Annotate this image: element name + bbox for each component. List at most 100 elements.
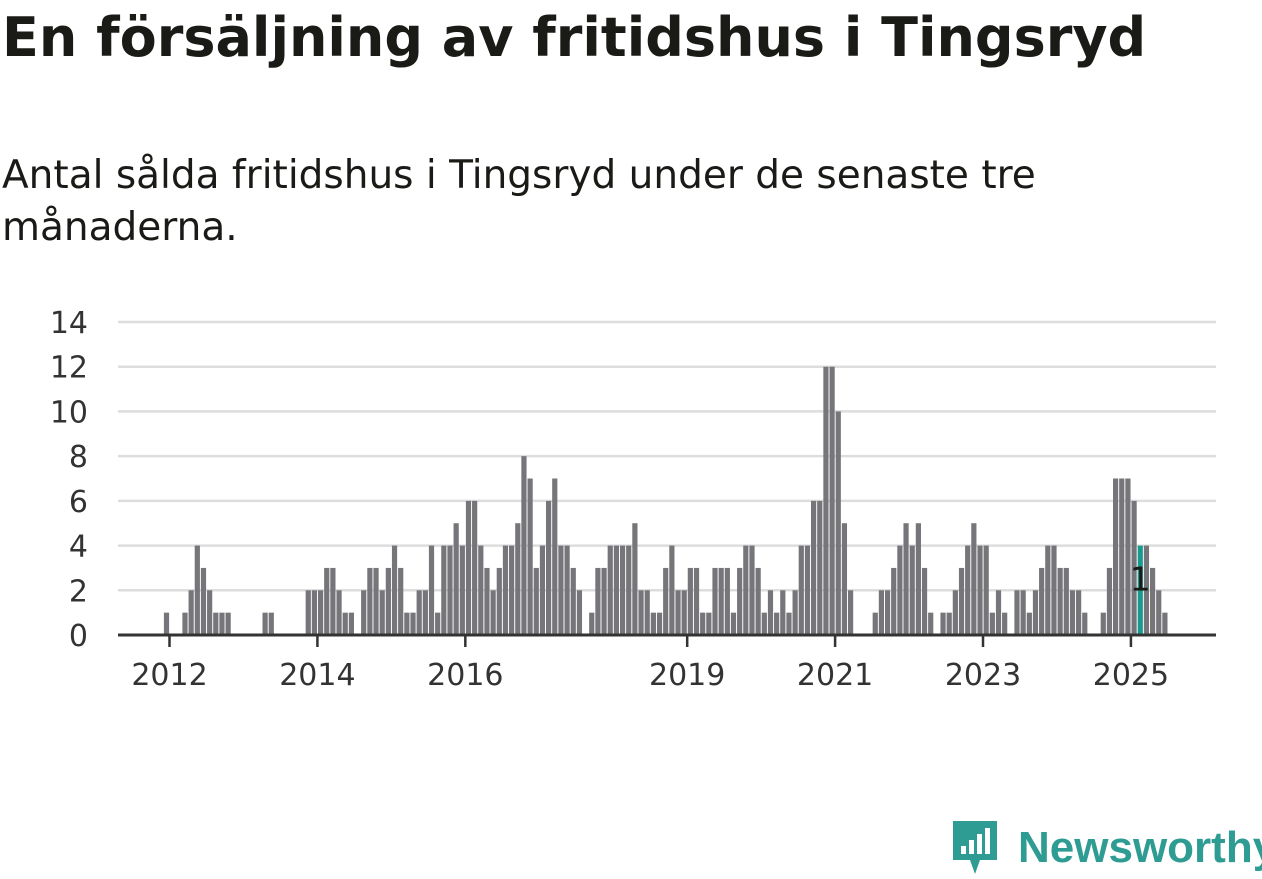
bar [817, 500, 823, 635]
bar [268, 612, 274, 635]
bar [619, 545, 626, 635]
bar [681, 590, 687, 635]
bar [373, 567, 379, 635]
bar [909, 545, 915, 635]
newsworthy-logo-icon [953, 821, 997, 874]
bar [1143, 545, 1150, 635]
bar [921, 567, 928, 635]
bar [509, 545, 515, 635]
bar [527, 478, 533, 635]
highlight-value-label: 1 [1130, 560, 1151, 599]
bar [262, 612, 268, 635]
bar [502, 545, 509, 635]
bar [595, 567, 601, 635]
bar [305, 590, 311, 635]
bar [213, 612, 219, 635]
bar [884, 590, 891, 635]
y-tick-label: 12 [50, 351, 88, 386]
bar [330, 567, 336, 635]
bar [447, 545, 453, 635]
labels: 0 2 4 6 8 10 12 14 2012 2014 2016 2019 2021 2023 2025 1 [50, 306, 1169, 693]
chart-subtitle: Antal sålda fritidshus i Tingsryd under … [2, 153, 1036, 250]
bar [1020, 590, 1026, 635]
highlight-bar [1137, 545, 1143, 635]
bar [669, 545, 675, 635]
x-tick-label: 2025 [1093, 658, 1169, 693]
bar [207, 590, 213, 635]
bar [650, 612, 656, 635]
bar [570, 567, 576, 635]
bar [626, 545, 632, 635]
bar [564, 545, 570, 635]
bar [835, 411, 841, 635]
bar [1149, 567, 1156, 635]
bar [1057, 567, 1063, 635]
x-tick-label: 2023 [945, 658, 1021, 693]
bar [841, 523, 848, 635]
bar [379, 590, 385, 635]
bar [1156, 590, 1162, 635]
bar [613, 545, 619, 635]
bar [693, 567, 700, 635]
y-tick-label: 2 [69, 574, 88, 609]
bar [644, 590, 650, 635]
bar [675, 590, 681, 635]
bar [995, 590, 1002, 635]
bar [188, 590, 194, 635]
bar [385, 567, 391, 635]
bar [1125, 478, 1131, 635]
bar [1076, 590, 1082, 635]
bar [786, 612, 792, 635]
y-tick-label: 4 [69, 530, 88, 565]
bar [1119, 478, 1125, 635]
bar [1045, 545, 1051, 635]
bar [163, 612, 170, 635]
bar [589, 612, 595, 635]
bar [730, 612, 737, 635]
bar [632, 523, 638, 635]
brand-name: Newsworthy [1018, 823, 1262, 872]
bars [163, 366, 1168, 635]
bar [404, 612, 410, 635]
bar [465, 500, 472, 635]
x-tick-label: 2019 [649, 658, 725, 693]
bar [539, 545, 546, 635]
bar [1113, 478, 1119, 635]
bar [1082, 612, 1088, 635]
bar [706, 612, 712, 635]
bar [225, 612, 231, 635]
bar [663, 567, 669, 635]
bar [1069, 590, 1076, 635]
bar [977, 545, 983, 635]
bar [804, 545, 811, 635]
bar [971, 523, 977, 635]
bar [1063, 567, 1069, 635]
bar [780, 590, 786, 635]
bar [441, 545, 447, 635]
bar [915, 523, 921, 635]
bar [182, 612, 188, 635]
bar [317, 590, 324, 635]
bar [940, 612, 946, 635]
x-tick-label: 2021 [797, 658, 873, 693]
bar [724, 567, 730, 635]
bar [478, 545, 484, 635]
bar [1162, 612, 1168, 635]
x-tick-label: 2016 [427, 658, 503, 693]
bar [453, 523, 459, 635]
bar [965, 545, 971, 635]
brand-logo: Newsworthy [950, 818, 1262, 878]
y-tick-label: 6 [69, 485, 88, 520]
y-tick-label: 0 [69, 619, 88, 654]
bar [391, 545, 398, 635]
chart-title: En försäljning av fritidshus i Tingsryd [2, 6, 1147, 69]
bar [774, 612, 780, 635]
bar [398, 567, 404, 635]
bar [472, 500, 478, 635]
bar [546, 500, 552, 635]
bar [829, 366, 835, 635]
bar [342, 612, 348, 635]
bar [891, 567, 897, 635]
bar [496, 567, 502, 635]
bar [989, 612, 995, 635]
